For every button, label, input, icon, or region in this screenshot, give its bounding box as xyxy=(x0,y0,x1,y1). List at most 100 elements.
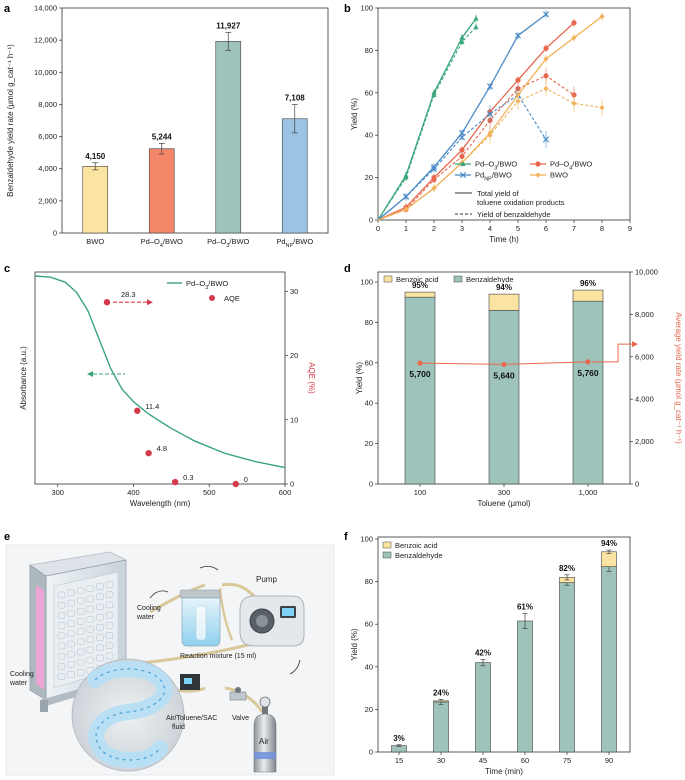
series-total-point-3 xyxy=(543,56,549,62)
x-tick-label: 9 xyxy=(628,224,632,233)
channel-cell xyxy=(76,648,85,656)
series-benzaldehyde-point-0 xyxy=(431,91,437,97)
x-axis-label: Toluene (μmol) xyxy=(477,499,530,508)
y-axis-label-left: Absorbance (a.u.) xyxy=(19,346,28,410)
right-y-tick-label: 10 xyxy=(290,415,298,424)
legend-benzaldehyde-swatch xyxy=(382,551,392,559)
y-axis-label-right: AQE (%) xyxy=(307,362,316,394)
channel-cell xyxy=(67,599,75,607)
x-tick-label: 300 xyxy=(498,488,511,497)
channel-cell xyxy=(67,671,75,678)
cooling-water-top-label-2: water xyxy=(136,614,155,621)
channel-cell xyxy=(57,652,66,660)
right-y-tick-label: 20 xyxy=(290,351,298,360)
bar-benzaldehyde-2 xyxy=(475,662,491,753)
x-tick-label: 6 xyxy=(544,224,548,233)
series-benzaldehyde-point-1 xyxy=(431,177,437,183)
bar-benzoic-acid-1 xyxy=(433,700,449,703)
x-tick-label: 3 xyxy=(460,224,464,233)
reaction-mixture-label: Reaction mixture (15 ml) xyxy=(180,653,256,660)
x-tick-label: 2 xyxy=(432,224,436,233)
aqe-point-3 xyxy=(171,478,179,486)
legend-marker-0 xyxy=(460,161,466,166)
y-tick-label: 80 xyxy=(365,318,373,327)
y-tick-label: 80 xyxy=(365,577,373,586)
series-benzaldehyde-point-3 xyxy=(515,98,521,104)
legend-benzoic-acid-swatch xyxy=(383,275,393,283)
category-label: PdNP/BWO xyxy=(276,237,313,249)
channel-cell xyxy=(57,601,66,609)
right-y-tick-label: 10,000 xyxy=(635,268,658,277)
series-benzaldehyde-line-1 xyxy=(377,75,575,221)
series-benzaldehyde-point-0 xyxy=(403,174,409,180)
series-benzaldehyde-point-2-stroke xyxy=(486,110,494,118)
legend-marker-2 xyxy=(459,171,467,179)
channel-cell xyxy=(57,622,66,629)
cooling-beaker xyxy=(179,589,221,647)
rate-value-label-0: 5,700 xyxy=(409,369,431,379)
y-tick-label: 100 xyxy=(360,535,373,544)
legend-marker-2-stroke xyxy=(459,171,467,179)
series-total-point-3 xyxy=(599,13,605,20)
aqe-value-label-1: 11.4 xyxy=(145,402,159,411)
series-total-point-2 xyxy=(514,32,522,39)
channel-cell xyxy=(67,661,75,668)
channel-cell xyxy=(86,616,95,623)
channel-cell xyxy=(96,644,104,652)
plot-frame xyxy=(377,536,631,753)
y-axis-label-left: Yield (%) xyxy=(355,362,364,394)
series-benzaldehyde-point-2 xyxy=(402,193,410,200)
x-tick-label: 400 xyxy=(127,488,140,497)
bar-1 xyxy=(148,148,175,234)
aqe-value-label-3: 0.3 xyxy=(183,473,193,482)
bar-benzaldehyde-1 xyxy=(488,309,520,485)
right-y-tick-label: 0 xyxy=(290,480,294,489)
x-tick-label: 45 xyxy=(479,756,487,765)
air-label: Air xyxy=(259,737,269,746)
x-axis-label: Time (h) xyxy=(489,235,519,244)
plot-frame xyxy=(34,271,286,485)
series-total-point-1 xyxy=(571,20,577,26)
channel-cell xyxy=(86,636,95,643)
legend-label-1: Pd–O4/BWO xyxy=(550,160,592,172)
y-tick-label: 40 xyxy=(365,131,373,140)
y-tick-label: 40 xyxy=(365,399,373,408)
series-benzaldehyde-point-3 xyxy=(571,100,577,106)
rate-value-label-2: 5,760 xyxy=(577,368,599,378)
legend-dashed-label: Yield of benzaldehyde xyxy=(477,210,551,219)
rate-point-1 xyxy=(501,361,507,368)
y-tick-label: 100 xyxy=(360,4,373,13)
series-benzaldehyde-point-2 xyxy=(430,166,438,173)
tube xyxy=(218,587,234,641)
channel-grid xyxy=(57,581,114,680)
y-tick-label: 60 xyxy=(365,358,373,367)
channel-cell xyxy=(105,591,114,598)
channel-cell xyxy=(96,593,104,601)
bar-benzaldehyde-3 xyxy=(517,620,533,753)
peristaltic-pump xyxy=(239,595,305,647)
x-tick-label: 300 xyxy=(51,488,64,497)
channel-cell xyxy=(96,613,104,621)
legend-benzoic-acid-label: Benzoic acid xyxy=(395,541,438,550)
channel-cell xyxy=(105,601,114,609)
channel-cell xyxy=(86,656,95,664)
fluid-label-1: Air/Toluene/SAC xyxy=(166,715,217,722)
bar-0 xyxy=(82,166,109,234)
total-yield-label: 82% xyxy=(559,564,575,573)
x-tick-label: 500 xyxy=(203,488,216,497)
channel-cell xyxy=(96,634,104,641)
channel-cell xyxy=(76,618,85,625)
legend-benzaldehyde-swatch xyxy=(453,275,463,283)
y-tick-label: 0 xyxy=(369,748,373,757)
series-benzaldehyde-point-1 xyxy=(543,73,549,79)
bar-2 xyxy=(215,41,242,234)
panel-letter-b: b xyxy=(344,3,351,15)
magnified-channel-view xyxy=(71,658,185,772)
y-tick-label: 4,000 xyxy=(38,164,57,173)
x-tick-label: 60 xyxy=(521,756,529,765)
bar-benzoic-acid-0 xyxy=(404,291,436,298)
channel-cell xyxy=(67,620,75,627)
channel-cell xyxy=(57,612,66,619)
channel-cell xyxy=(57,663,66,670)
